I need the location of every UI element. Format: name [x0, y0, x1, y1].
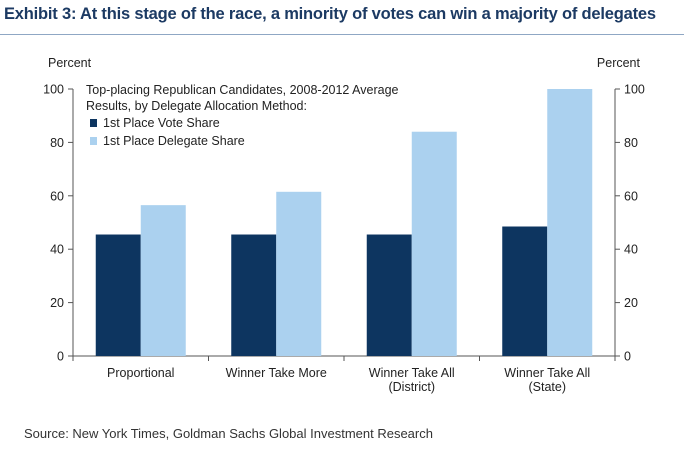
y-axis-label-left: Percent: [48, 56, 92, 70]
legend-swatch-delegate-share: [90, 137, 97, 145]
bar-1st-place-vote-share-2: [366, 234, 412, 356]
x-tick-label: Proportional: [107, 366, 174, 380]
title-divider: [0, 34, 684, 35]
bar-1st-place-delegate-share-0: [140, 205, 186, 356]
chart-title-line-2: Results, by Delegate Allocation Method:: [86, 99, 307, 113]
x-tick-label: Winner Take All: [369, 366, 455, 380]
y-tick-label-left: 100: [43, 83, 64, 97]
y-tick-label-right: 20: [624, 296, 638, 310]
bar-1st-place-delegate-share-2: [411, 131, 457, 356]
y-tick-label-left: 20: [50, 296, 64, 310]
x-ticks: [72, 356, 616, 361]
bar-1st-place-delegate-share-1: [276, 191, 322, 356]
y-ticks-right: 0 20 40 60 80 100: [615, 83, 645, 364]
chart-title: Top-placing Republican Candidates, 2008-…: [86, 83, 399, 113]
y-tick-label-left: 60: [50, 189, 64, 203]
y-tick-label-right: 60: [624, 189, 638, 203]
chart-title-line-1: Top-placing Republican Candidates, 2008-…: [86, 83, 399, 97]
y-tick-label-right: 40: [624, 243, 638, 257]
exhibit-title: Exhibit 3: At this stage of the race, a …: [4, 5, 656, 23]
bar-1st-place-vote-share-3: [502, 226, 548, 356]
x-tick-labels: Proportional Winner Take More Winner Take …: [107, 366, 590, 394]
legend-swatch-vote-share: [90, 119, 97, 127]
y-tick-label-left: 40: [50, 243, 64, 257]
y-tick-label-left: 0: [57, 350, 64, 364]
y-ticks-left: 0 20 40 60 80 100: [43, 83, 73, 364]
x-tick-label: (State): [528, 380, 566, 394]
legend-label-vote-share: 1st Place Vote Share: [103, 116, 220, 130]
bars: [95, 89, 593, 356]
bar-1st-place-vote-share-1: [231, 234, 277, 356]
x-tick-label: Winner Take All: [504, 366, 590, 380]
x-tick-label: Winner Take More: [226, 366, 327, 380]
bar-1st-place-vote-share-0: [95, 234, 141, 356]
y-tick-label-left: 80: [50, 136, 64, 150]
y-tick-label-right: 80: [624, 136, 638, 150]
source-note: Source: New York Times, Goldman Sachs Gl…: [24, 426, 433, 441]
x-tick-label: (District): [388, 380, 435, 394]
bar-1st-place-delegate-share-3: [547, 89, 593, 356]
y-tick-label-right: 100: [624, 83, 645, 97]
y-axis-label-right: Percent: [597, 56, 641, 70]
legend: 1st Place Vote Share 1st Place Delegate …: [90, 116, 245, 148]
bar-chart: Percent Percent 0 20 40 60 80 100 0 20 40 60 80 10…: [43, 56, 645, 394]
legend-label-delegate-share: 1st Place Delegate Share: [103, 134, 245, 148]
y-tick-label-right: 0: [624, 350, 631, 364]
